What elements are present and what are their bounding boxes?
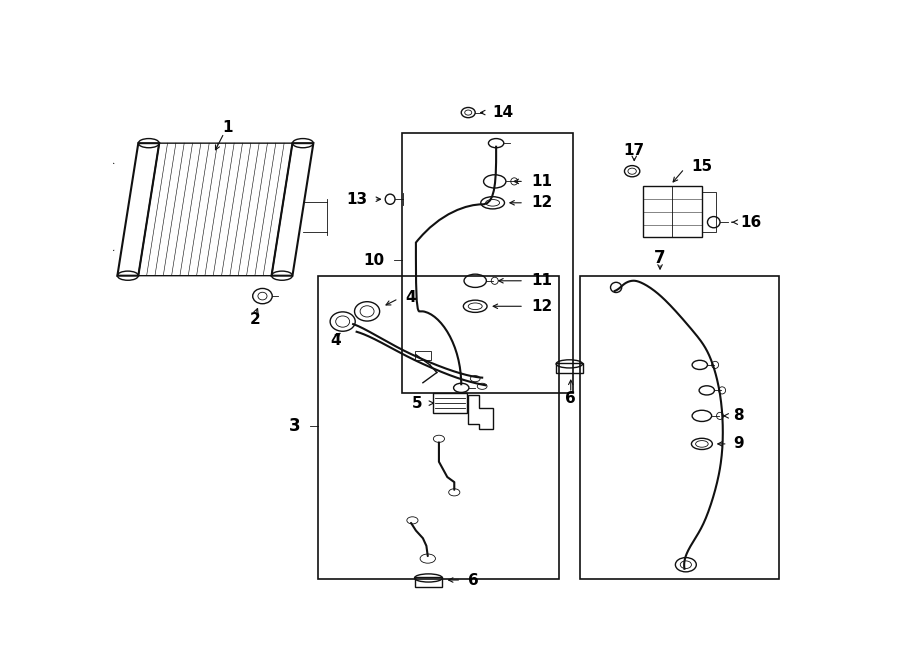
Text: 6: 6 bbox=[468, 573, 479, 587]
Text: 14: 14 bbox=[492, 105, 514, 120]
Bar bbox=[580, 275, 778, 579]
Text: 9: 9 bbox=[734, 436, 744, 451]
Text: 4: 4 bbox=[330, 333, 341, 348]
Bar bbox=[402, 133, 572, 393]
Text: 1: 1 bbox=[222, 120, 233, 135]
Text: 11: 11 bbox=[531, 174, 552, 189]
Text: 7: 7 bbox=[654, 249, 666, 267]
Bar bbox=[702, 191, 716, 232]
Text: 13: 13 bbox=[346, 192, 367, 207]
Bar bbox=[319, 275, 559, 579]
Text: 6: 6 bbox=[565, 391, 576, 406]
Bar bbox=[643, 187, 702, 238]
Text: 11: 11 bbox=[531, 273, 552, 288]
Bar bbox=[415, 577, 443, 587]
Text: 12: 12 bbox=[531, 195, 553, 211]
Text: 5: 5 bbox=[412, 396, 423, 410]
Text: 4: 4 bbox=[405, 289, 416, 305]
Bar bbox=[434, 393, 467, 413]
Text: 10: 10 bbox=[364, 253, 384, 268]
Bar bbox=[556, 363, 582, 373]
Text: 2: 2 bbox=[250, 312, 261, 326]
Text: 8: 8 bbox=[734, 408, 744, 424]
Text: 17: 17 bbox=[624, 143, 644, 158]
Text: 16: 16 bbox=[740, 214, 761, 230]
Text: 3: 3 bbox=[289, 417, 301, 435]
Text: 12: 12 bbox=[531, 299, 553, 314]
Bar bbox=[415, 351, 431, 359]
Text: 15: 15 bbox=[691, 159, 713, 173]
